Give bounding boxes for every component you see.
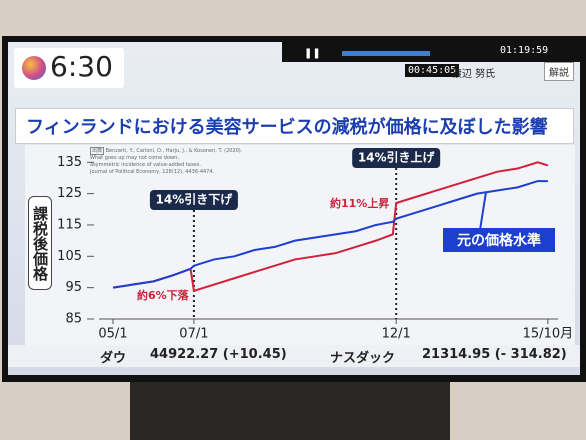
badge: 解説 — [544, 62, 574, 81]
annotation: 約11%上昇 — [330, 196, 389, 210]
chart-title: フィンランドにおける美容サービスの減税が価格に及ぼした影響 — [26, 117, 548, 138]
dow-value: 44922.27 (+10.45) — [150, 347, 287, 362]
guest-name: 渡辺 努氏 — [452, 69, 496, 80]
clock: 6:30 — [50, 50, 113, 83]
source: 出典 Benzarti, Y., Carloni, D., Harju, J.,… — [90, 147, 243, 176]
progress-fill — [342, 51, 430, 56]
x-tick-label: 05/1 — [98, 327, 127, 342]
pause-icon: ❚❚ — [304, 48, 321, 59]
y-tick-label: 125 — [57, 186, 82, 201]
source-line: What goes up may not come down: — [90, 155, 179, 161]
ticker: ダウ 44922.27 (+10.45) ナスダック 21314.95 (- 3… — [8, 345, 580, 367]
y-tick-label: 95 — [65, 280, 82, 295]
source-label: 出典 — [90, 147, 105, 155]
legend-label: 元の価格水準 — [457, 232, 541, 249]
x-tick-label: 12/1 — [382, 327, 411, 342]
y-tick-label: 115 — [57, 217, 82, 232]
line — [112, 161, 549, 293]
dow-label: ダウ — [100, 351, 127, 366]
y-tick-label: 135 — [57, 155, 82, 170]
line — [112, 180, 548, 289]
legend-box — [443, 228, 555, 252]
nasdaq-label: ナスダック — [330, 351, 396, 366]
x-tick-label: 15/10月 — [523, 327, 573, 342]
y-tick-label: 105 — [57, 249, 82, 264]
title-bar — [15, 108, 574, 144]
progress-bar — [282, 42, 580, 62]
source-line: Benzarti, Y., Carloni, D., Harju, J., & … — [105, 148, 243, 154]
event-label: 14%引き下げ — [156, 192, 234, 207]
logo — [22, 56, 46, 80]
event-box — [149, 190, 238, 210]
source-line: asymmetric incidence of value-added taxe… — [90, 162, 201, 168]
tv-stand — [130, 382, 450, 440]
nasdaq-value: 21314.95 (- 314.82) — [422, 347, 567, 362]
source-line: Journal of Political Economy, 128(12), 4… — [90, 169, 215, 175]
elapsed-time: 00:45:05 — [405, 64, 460, 77]
y-tick-label: 85 — [65, 312, 82, 327]
event-label: 14%引き上げ — [358, 150, 436, 165]
y-label: 課税後価格 — [28, 196, 52, 290]
x-tick-label: 07/1 — [179, 327, 208, 342]
annotation: 約6%下落 — [137, 288, 190, 302]
event-box — [352, 148, 441, 168]
legend-pointer — [479, 191, 487, 231]
total-time: 01:19:59 — [500, 45, 549, 56]
